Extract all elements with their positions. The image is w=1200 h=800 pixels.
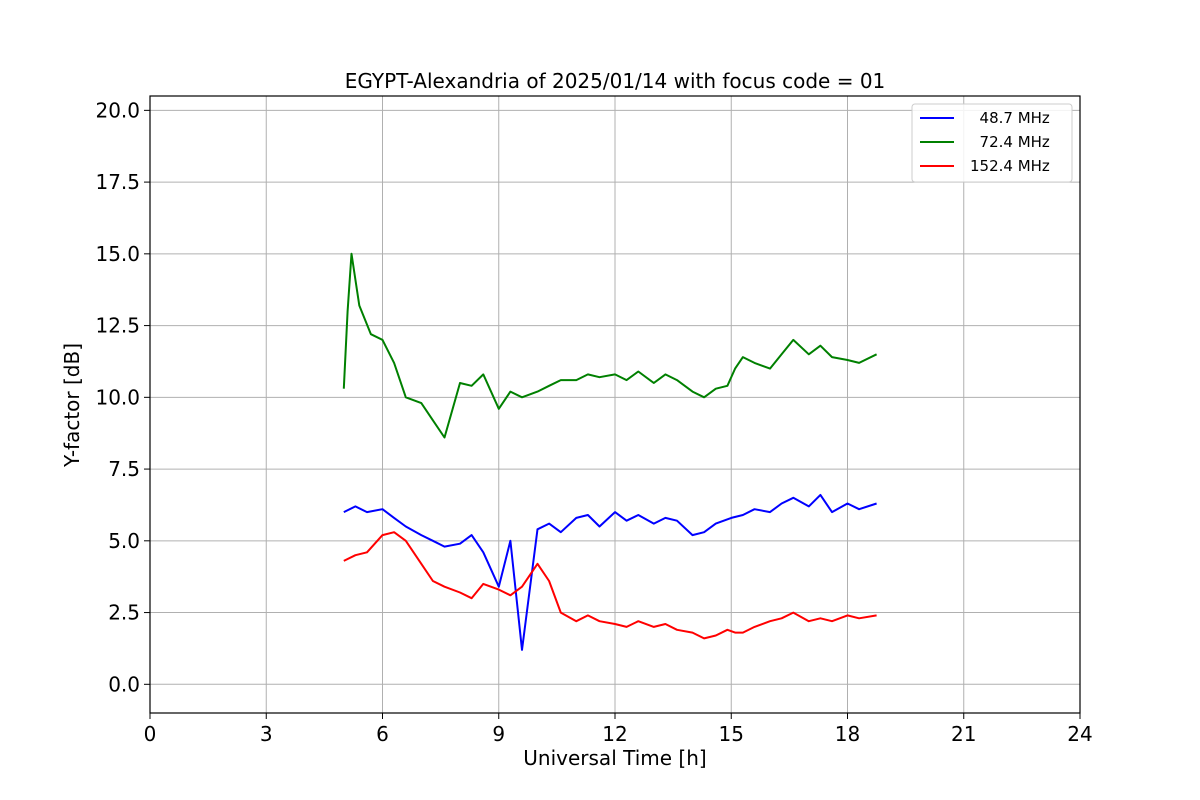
- chart-title: EGYPT-Alexandria of 2025/01/14 with focu…: [345, 69, 886, 93]
- x-tick-label: 21: [951, 722, 976, 746]
- legend-box: [911, 103, 1073, 183]
- y-tick-label: 2.5: [108, 601, 140, 625]
- series-line-2: [343, 531, 877, 640]
- legend-label: 48.7 MHz: [970, 109, 1050, 127]
- x-tick-label: 24: [1067, 722, 1092, 746]
- x-tick-label: 15: [719, 722, 744, 746]
- x-tick-label: 6: [376, 722, 389, 746]
- x-axis-title: Universal Time [h]: [523, 746, 706, 770]
- x-tick-label: 0: [144, 722, 157, 746]
- y-tick-label: 5.0: [108, 529, 140, 553]
- y-tick-label: 15.0: [95, 242, 140, 266]
- y-tick-label: 10.0: [95, 385, 140, 409]
- x-tick-label: 9: [492, 722, 505, 746]
- series-line-0: [343, 493, 877, 651]
- axis-ticks: 0 3 6 9 12 15 18 21 24 0.0 2.5 5.0 7.5 10.0 12.5 15.0 17…: [95, 98, 1092, 746]
- series-line-1: [342, 252, 878, 439]
- y-tick-label: 20.0: [95, 98, 140, 122]
- y-tick-label: 0.0: [108, 672, 140, 696]
- x-tick-label: 12: [602, 722, 627, 746]
- y-axis-title: Y-factor [dB]: [60, 343, 84, 468]
- x-tick-label: 18: [835, 722, 860, 746]
- y-tick-label: 7.5: [108, 457, 140, 481]
- plot-area: [342, 252, 878, 651]
- legend: 48.7 MHz 72.4 MHz 152.4 MHz: [911, 103, 1073, 183]
- x-tick-label: 3: [260, 722, 273, 746]
- legend-label: 152.4 MHz: [970, 157, 1050, 175]
- legend-label: 72.4 MHz: [970, 133, 1050, 151]
- y-tick-label: 12.5: [95, 314, 140, 338]
- y-tick-label: 17.5: [95, 170, 140, 194]
